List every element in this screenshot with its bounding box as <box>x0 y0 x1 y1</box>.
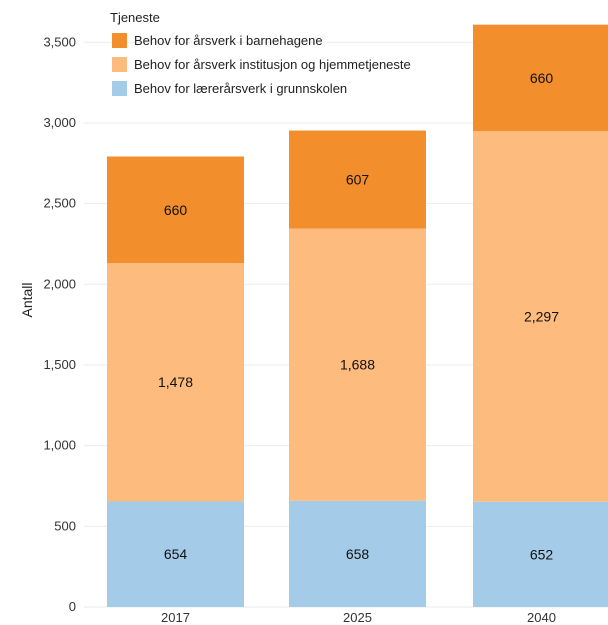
y-tick-label: 2,000 <box>43 276 76 291</box>
x-axis: 2017 2025 2040 <box>161 610 556 625</box>
bar-segment <box>289 500 426 607</box>
y-tick-label: 3,500 <box>43 34 76 49</box>
y-tick-label: 0 <box>69 599 76 614</box>
bar-value-label: 1,688 <box>340 357 375 373</box>
legend-title: Tjeneste <box>110 10 160 25</box>
legend-label: Behov for årsverk institusjon og hjemmet… <box>134 57 411 72</box>
bar-value-label: 654 <box>164 546 188 562</box>
bar-segment <box>107 501 244 607</box>
bars <box>107 24 608 607</box>
y-tick-label: 1,500 <box>43 357 76 372</box>
bar-segment <box>473 131 608 502</box>
bar-value-label: 607 <box>346 171 370 187</box>
bar-value-label: 652 <box>530 546 554 562</box>
legend-swatch <box>112 33 127 48</box>
bar-value-label: 1,478 <box>158 374 193 390</box>
y-axis: 0 500 1,000 1,500 2,000 2,500 3,000 3,500 <box>43 34 76 614</box>
x-tick-label: 2017 <box>161 610 190 625</box>
bar-segment <box>107 262 244 502</box>
legend-label: Behov for lærerårsverk i grunnskolen <box>134 81 347 96</box>
legend-label: Behov for årsverk i barnehagene <box>134 33 323 48</box>
y-tick-label: 500 <box>54 518 76 533</box>
bar-segment <box>289 228 426 501</box>
x-tick-label: 2025 <box>343 610 372 625</box>
bar-segment <box>473 501 608 607</box>
legend: Tjeneste Behov for årsverk i barnehagene… <box>110 10 411 96</box>
legend-swatch <box>112 57 127 72</box>
y-tick-label: 3,000 <box>43 115 76 130</box>
y-tick-label: 1,000 <box>43 438 76 453</box>
bar-segment <box>289 130 426 229</box>
bar-value-label: 658 <box>346 546 370 562</box>
y-axis-title: Antall <box>19 282 35 317</box>
bar-value-label: 660 <box>164 202 188 218</box>
x-tick-label: 2040 <box>527 610 556 625</box>
bar-value-labels: 654 1,478 660 658 1,688 607 652 2,297 660 <box>158 70 559 562</box>
bar-segment <box>473 24 608 132</box>
legend-swatch <box>112 81 127 96</box>
y-tick-label: 2,500 <box>43 196 76 211</box>
bar-segment <box>107 156 244 263</box>
bar-value-label: 660 <box>530 70 554 86</box>
bar-value-label: 2,297 <box>524 308 559 324</box>
